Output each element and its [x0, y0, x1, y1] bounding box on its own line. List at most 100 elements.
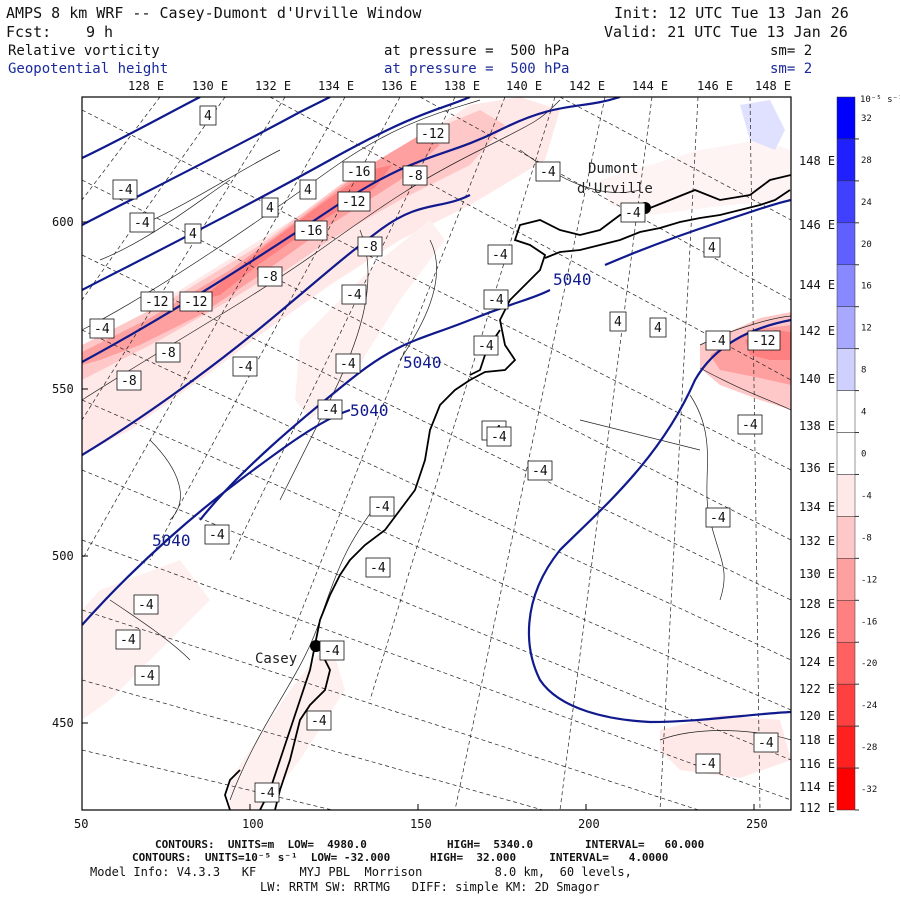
height-contour-info-mid: HIGH= 5340.0 — [447, 838, 534, 851]
colorbar-segment — [836, 767, 856, 811]
longitude-label: 126 E — [799, 627, 835, 641]
field2-smooth: sm= 2 — [770, 61, 813, 77]
vorticity-label: -4 — [134, 216, 150, 231]
vorticity-label-box — [705, 507, 731, 528]
longitude-label: 122 E — [799, 682, 835, 696]
colorbar-label: 28 — [861, 156, 872, 166]
dumont-durville-label-line2: d'Urville — [577, 181, 653, 197]
longitude-label: 140 E — [799, 372, 835, 386]
vorticity-label: -16 — [347, 165, 370, 180]
longitude-label: 124 E — [799, 655, 835, 669]
vorticity-label: -4 — [491, 430, 507, 445]
colorbar-label: -20 — [861, 659, 877, 669]
vorticity-label: -4 — [540, 165, 556, 180]
colorbar-segment — [836, 725, 856, 769]
colorbar-label: 16 — [861, 282, 872, 292]
longitude-label: 138 E — [444, 79, 480, 93]
vorticity-label-box — [254, 782, 280, 803]
colorbar-segment — [836, 432, 856, 475]
height-label: 5040 — [553, 270, 592, 289]
vorticity-label: -8 — [407, 169, 423, 184]
vorticity-label-box — [416, 123, 450, 144]
field1-smooth: sm= 2 — [770, 43, 813, 59]
x-tick-label: 250 — [746, 817, 768, 831]
vorticity-label-box — [402, 165, 428, 186]
x-tick-label: 200 — [578, 817, 600, 831]
vorticity-label: -4 — [492, 248, 508, 263]
model-info: Model Info: V4.3.3 KF MYJ PBL Morrison 8… — [90, 865, 632, 879]
vorticity-label-box — [204, 524, 230, 545]
colorbar-segment — [836, 641, 856, 685]
colorbar-segment — [836, 390, 856, 433]
longitude-label: 112 E — [799, 801, 835, 815]
colorbar-segment — [836, 683, 856, 727]
vorticity-label: -4 — [237, 360, 253, 375]
vorticity-label: -8 — [262, 270, 278, 285]
vorticity-label: -4 — [311, 714, 327, 729]
colorbar-label: -8 — [861, 533, 872, 543]
vorticity-label-box — [342, 161, 376, 182]
vorticity-label: -4 — [209, 528, 225, 543]
map-panel: Dumont d'Urville Casey 5040 5040 5040 50… — [82, 97, 791, 810]
vorticity-label: -12 — [342, 195, 365, 210]
colorbar-segment — [836, 138, 856, 182]
vorticity-label-box — [357, 236, 383, 257]
vorticity-label-box — [257, 266, 283, 287]
vorticity-label: -4 — [138, 598, 154, 613]
colorbar-label: 4 — [861, 408, 866, 418]
vorticity-label-box — [184, 223, 202, 244]
vorticity-label: -4 — [324, 644, 340, 659]
vorticity-label: -4 — [259, 786, 275, 801]
vorticity-label-box — [369, 496, 395, 517]
vorticity-label-box — [134, 665, 160, 686]
vorticity-label-box — [335, 353, 361, 374]
forecast-label: Fcst: — [6, 23, 52, 41]
casey-station-marker — [310, 640, 322, 652]
init-time: Init: 12 UTC Tue 13 Jan 26 — [614, 4, 849, 22]
colorbar-label: -12 — [861, 575, 877, 585]
longitude-label: 116 E — [799, 757, 835, 771]
height-contour-info-left: CONTOURS: UNITS=m LOW= 4980.0 — [155, 838, 367, 851]
vorticity-labels: 4 -12 -16 -8 -4 -4 4 -4 -12 4 -16 -8 4 -4 4 -8 -4 -12 -4 -4… — [89, 105, 781, 803]
vorticity-label-box — [129, 212, 155, 233]
colorbar-label: 8 — [861, 366, 866, 376]
vorticity-label: -4 — [139, 669, 155, 684]
vorticity-label-box — [140, 291, 174, 312]
vorticity-label: -12 — [752, 334, 775, 349]
dumont-durville-label-line1: Dumont — [588, 161, 639, 177]
top-longitude-labels: 128 E 130 E 132 E 134 E 136 E 138 E 140 E 142 E… — [128, 79, 791, 93]
colorbar-segment — [836, 264, 856, 307]
longitude-label: 138 E — [799, 419, 835, 433]
longitude-label: 134 E — [799, 500, 835, 514]
longitude-label: 118 E — [799, 733, 835, 747]
colorbar-segment — [836, 222, 856, 266]
vorticity-label: -4 — [370, 561, 386, 576]
vorticity-label-box — [319, 640, 345, 661]
right-longitude-labels: 148 E 146 E 144 E 142 E 140 E 138 E 136 E 134 E… — [799, 154, 835, 815]
y-tick-label: 450 — [52, 716, 74, 730]
longitude-label: 148 E — [799, 154, 835, 168]
colorbar-segment — [836, 558, 856, 601]
x-axis-ticks: 50 100 150 200 250 — [74, 804, 768, 831]
vorticity-contour-info: CONTOURS: UNITS=10⁻⁵ s⁻¹ LOW= -32.000 HI… — [132, 851, 669, 864]
vorticity-label: 4 — [614, 315, 622, 330]
colorbar-label: -16 — [861, 617, 877, 627]
longitude-label: 130 E — [799, 567, 835, 581]
height-label: 5040 — [403, 353, 442, 372]
colorbar-segment — [836, 516, 856, 559]
vorticity-label-box — [116, 370, 142, 391]
x-tick-label: 150 — [410, 817, 432, 831]
height-label: 5040 — [152, 531, 191, 550]
colorbar-label: 32 — [861, 114, 872, 124]
vorticity-label: 4 — [266, 201, 274, 216]
vorticity-label: -4 — [532, 464, 548, 479]
plot-title: AMPS 8 km WRF -- Casey-Dumont d'Urville … — [6, 4, 422, 22]
casey-label: Casey — [255, 651, 297, 667]
vorticity-label-box — [365, 557, 391, 578]
vorticity-label-box — [199, 105, 217, 126]
colorbar-label: 0 — [861, 450, 866, 460]
vorticity-label: -4 — [710, 511, 726, 526]
vorticity-label: -4 — [488, 293, 504, 308]
vorticity-label-box — [695, 753, 721, 774]
